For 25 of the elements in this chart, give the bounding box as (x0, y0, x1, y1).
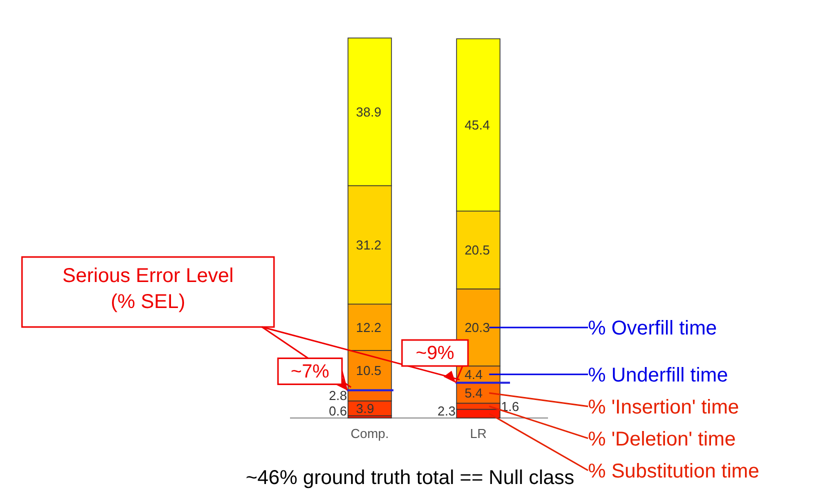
x-tick-label: Comp. (350, 426, 389, 441)
data-label: 45.4 (464, 117, 490, 132)
data-label: 20.5 (464, 242, 490, 258)
data-label: 5.4 (464, 385, 483, 400)
data-label: 2.8 (328, 388, 347, 404)
data-label: 20.3 (464, 320, 490, 336)
data-label: 0.6 (328, 404, 347, 419)
data-label: 38.9 (356, 104, 382, 120)
data-label: 3.9 (356, 400, 374, 416)
text: Serious Error Level (% SEL) (62, 265, 234, 313)
data-label: 4.4 (464, 366, 483, 382)
annotation: ~7% (290, 361, 330, 382)
data-label: 1.6 (501, 398, 520, 414)
text: ~46% ground truth total == Null class (246, 467, 574, 489)
data-label: 31.2 (356, 237, 382, 252)
text: % Substitution time (588, 460, 760, 482)
text: % 'Deletion' time (588, 428, 736, 450)
text: % Overfill time (588, 317, 717, 340)
data-label: 2.3 (437, 404, 456, 419)
data-label: 12.2 (356, 320, 382, 335)
x-tick-label: LR (470, 426, 487, 441)
annotation: ~9% (416, 343, 454, 364)
data-label: 10.5 (356, 362, 382, 378)
text: % 'Insertion' time (588, 396, 740, 418)
text: % Underfill time (588, 364, 728, 386)
